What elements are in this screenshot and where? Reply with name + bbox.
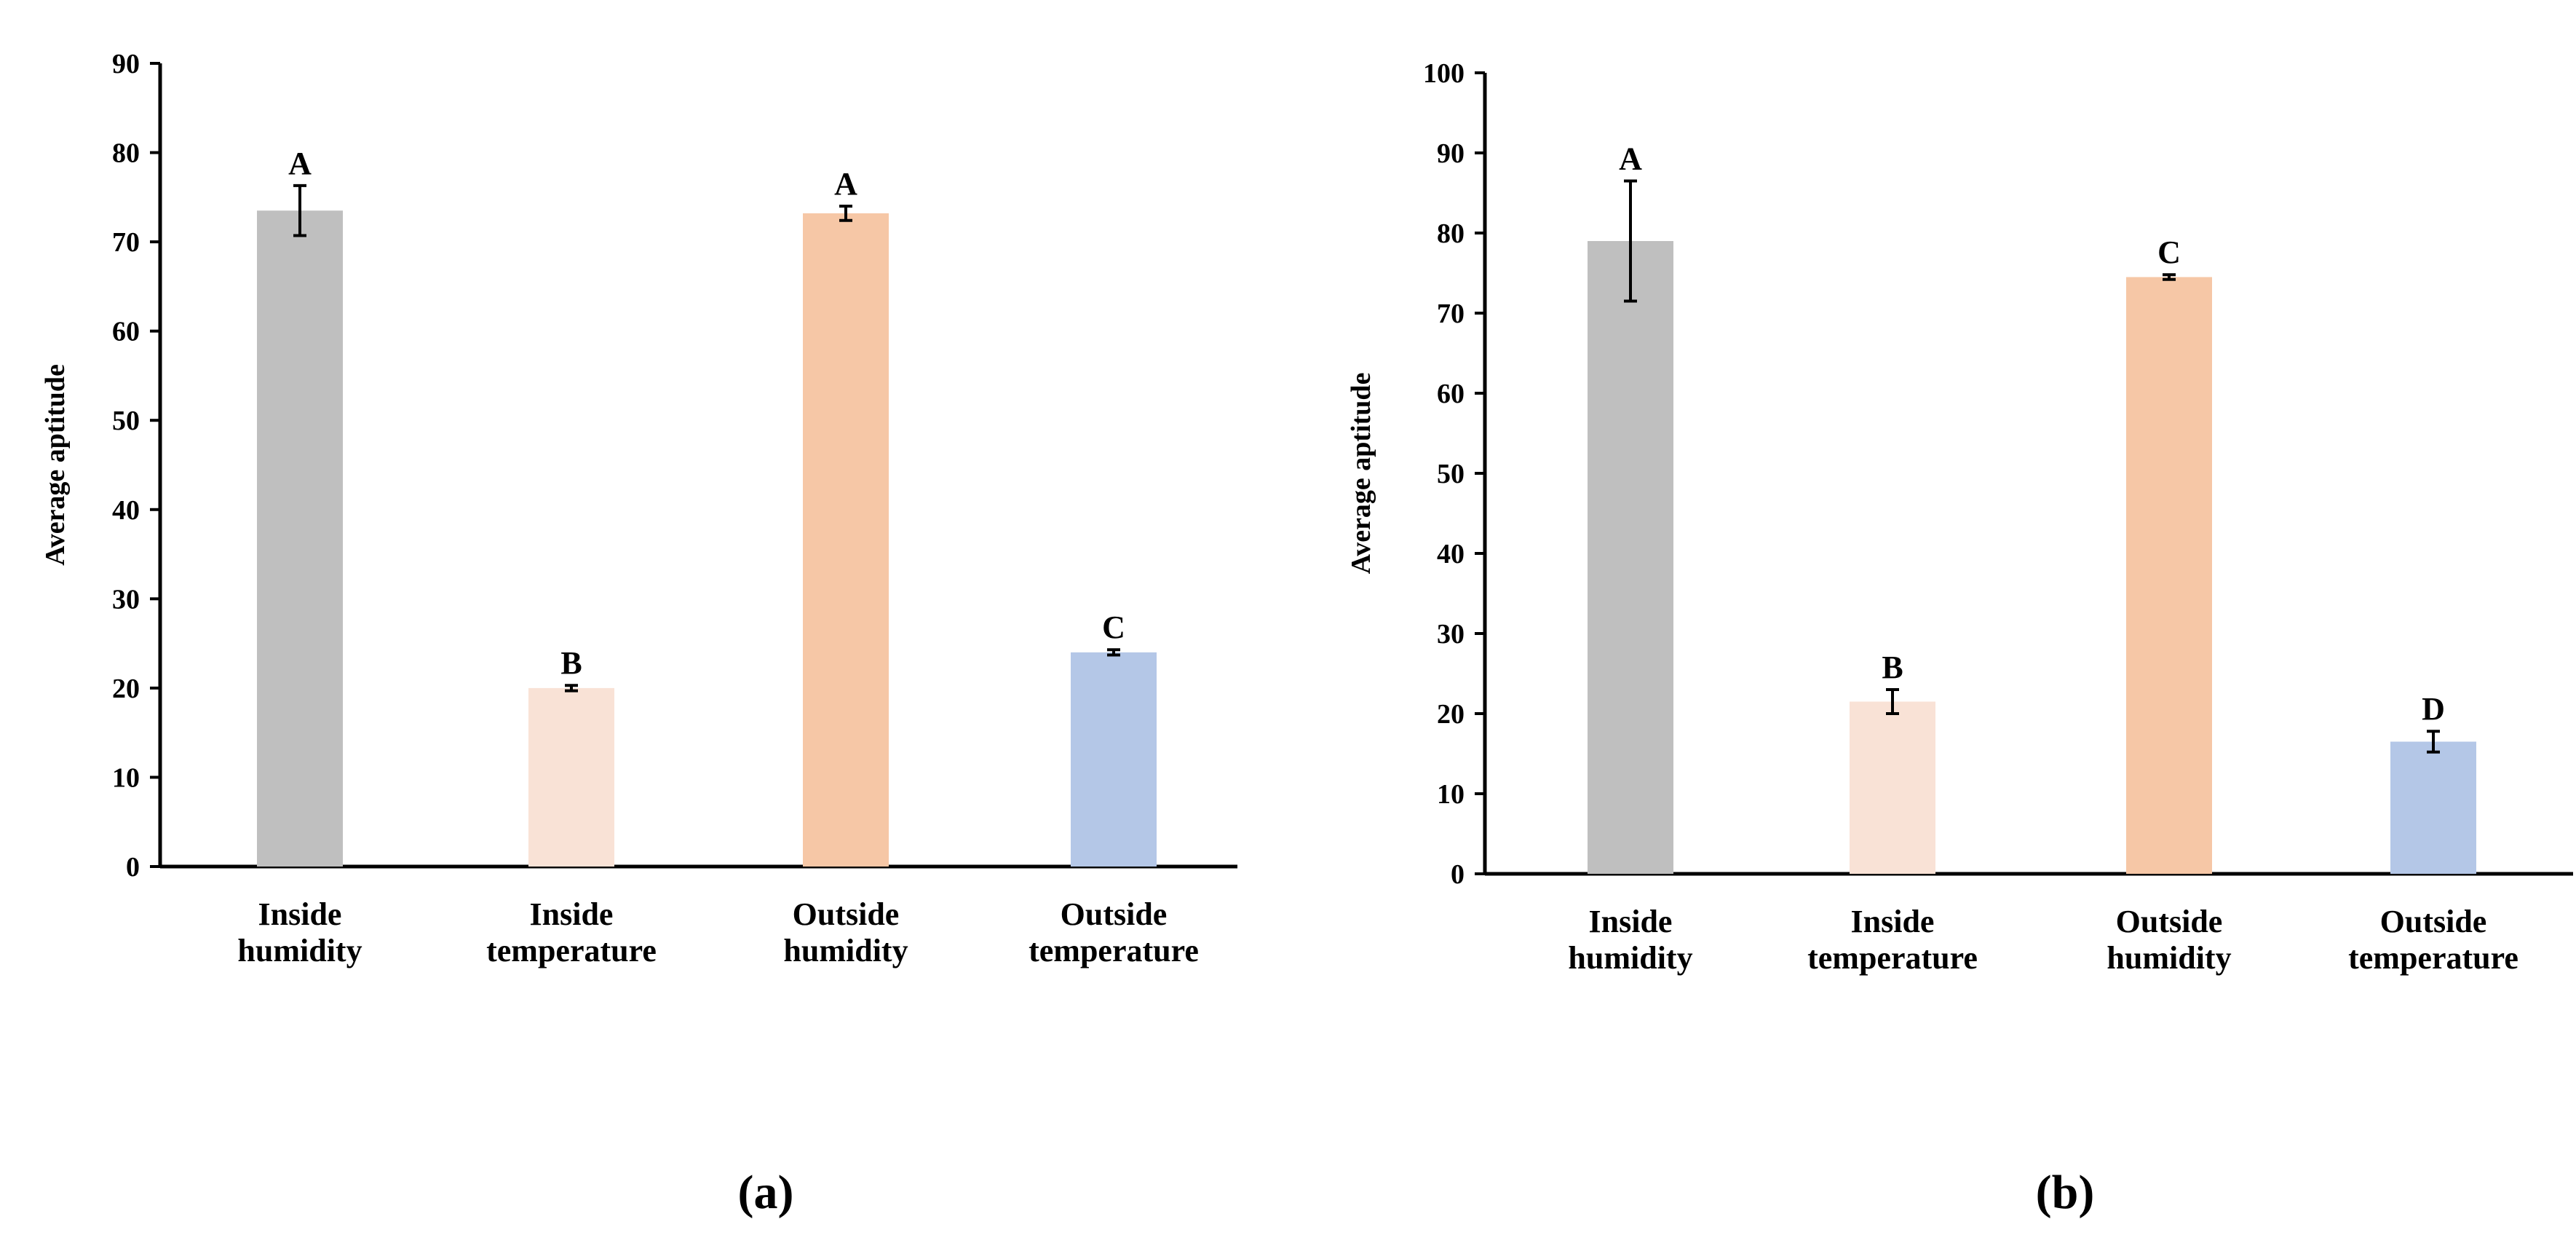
chart-a-y-tick-label: 20: [112, 674, 140, 704]
chart-b-bar-2: [1850, 701, 1935, 874]
chart-a-category-label-3-line-2: humidity: [783, 933, 908, 968]
chart-b-significance-label-4: D: [2422, 691, 2445, 727]
chart-b-category-label-3-line-2: humidity: [2107, 940, 2231, 976]
chart-b-bar-3: [2126, 277, 2212, 874]
chart-b-y-tick-label: 60: [1437, 379, 1465, 409]
chart-b-y-tick-label: 50: [1437, 459, 1465, 489]
chart-b-y-tick-label: 80: [1437, 218, 1465, 249]
chart-a-bar-2: [528, 687, 614, 867]
chart-b-category-label-2-line-1: Inside: [1851, 904, 1935, 939]
chart-b-y-tick-label: 40: [1437, 539, 1465, 569]
chart-a-y-tick-label: 10: [112, 762, 140, 793]
chart-b-category-label-2-line-2: temperature: [1807, 940, 1978, 976]
chart-b-y-tick-label: 90: [1437, 138, 1465, 169]
chart-a-significance-label-4: C: [1102, 609, 1125, 645]
chart-b-bar-4: [2390, 741, 2476, 874]
chart-b-y-axis-title: Average aptitude: [1346, 373, 1376, 575]
panel-label-b: (b): [2035, 1166, 2095, 1219]
chart-b: 0 10 20 30 40 50 60 70 80 90 100 Average aptitude A I…: [1346, 58, 2573, 976]
chart-a-category-label-4-line-2: temperature: [1029, 933, 1199, 968]
chart-a-category-label-2-line-1: Inside: [530, 896, 614, 932]
chart-a-significance-label-2: B: [560, 645, 582, 681]
chart-a: 0 10 20 30 40 50 60 70 80 90 Average aptitude A Insi…: [40, 49, 1237, 968]
chart-b-significance-label-1: A: [1619, 141, 1642, 177]
chart-a-category-label-3-line-1: Outside: [793, 896, 900, 932]
chart-a-bar-1: [257, 210, 343, 867]
chart-a-significance-label-1: A: [288, 146, 312, 181]
chart-a-y-tick-label: 0: [126, 852, 140, 883]
chart-b-y-tick-label: 0: [1451, 859, 1465, 890]
chart-a-category-label-1-line-1: Inside: [258, 896, 342, 932]
chart-b-category-label-4-line-2: temperature: [2348, 940, 2518, 976]
chart-b-y-tick-label: 70: [1437, 299, 1465, 329]
chart-a-bar-4: [1071, 652, 1157, 867]
chart-a-y-tick-label: 80: [112, 138, 140, 169]
chart-a-significance-label-3: A: [834, 166, 857, 202]
chart-a-category-label-4-line-1: Outside: [1061, 896, 1168, 932]
chart-b-y-tick-label: 10: [1437, 779, 1465, 810]
chart-a-y-tick-label: 40: [112, 495, 140, 526]
chart-b-significance-label-2: B: [1882, 650, 1903, 685]
chart-b-category-label-3-line-1: Outside: [2116, 904, 2223, 939]
chart-a-y-tick-label: 60: [112, 317, 140, 347]
chart-a-y-tick-label: 50: [112, 406, 140, 436]
chart-a-y-tick-label: 30: [112, 584, 140, 615]
chart-b-y-tick-label: 100: [1423, 58, 1465, 89]
chart-a-y-axis-title: Average aptitude: [40, 364, 71, 566]
chart-b-category-label-1-line-1: Inside: [1589, 904, 1673, 939]
panel-label-a: (a): [737, 1166, 794, 1219]
chart-a-y-tick-label: 90: [112, 49, 140, 79]
chart-b-category-label-1-line-2: humidity: [1568, 940, 1692, 976]
chart-b-significance-label-3: C: [2157, 234, 2181, 270]
chart-a-y-tick-label: 70: [112, 227, 140, 258]
chart-b-bar-1: [1588, 241, 1673, 874]
chart-b-y-tick-label: 30: [1437, 619, 1465, 650]
chart-b-category-label-4-line-1: Outside: [2380, 904, 2487, 939]
chart-b-y-tick-label: 20: [1437, 699, 1465, 730]
chart-a-category-label-1-line-2: humidity: [237, 933, 362, 968]
chart-a-bar-3: [803, 213, 889, 867]
chart-a-category-label-2-line-2: temperature: [486, 933, 657, 968]
